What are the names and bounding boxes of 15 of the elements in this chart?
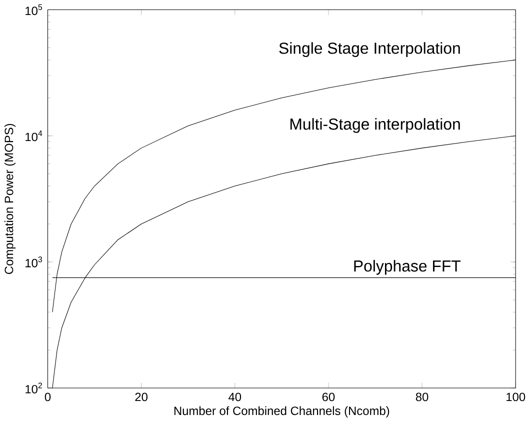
series-label: Multi-Stage interpolation — [290, 118, 460, 133]
x-axis-title: Number of Combined Channels (Ncomb) — [174, 406, 390, 418]
x-tick-label: 0 — [44, 392, 51, 402]
y-tick-label: 10$^{4}$ — [26, 130, 42, 142]
y-tick-label: 10$^{2}$ — [26, 382, 42, 394]
x-tick-label: 40 — [228, 392, 242, 402]
x-tick-label: 100 — [506, 392, 526, 402]
y-axis-title: Computation Power (MOPS) — [4, 124, 16, 274]
x-tick-label: 80 — [416, 392, 428, 402]
x-tick-label: 20 — [135, 392, 148, 402]
y-tick-label: 10$^{3}$ — [26, 256, 42, 268]
series-label: Polyphase FFT — [354, 260, 461, 275]
series-label: Single Stage Interpolation — [279, 42, 460, 58]
x-tick-label: 60 — [322, 392, 335, 402]
y-tick-label: 10$^{5}$ — [26, 4, 42, 16]
